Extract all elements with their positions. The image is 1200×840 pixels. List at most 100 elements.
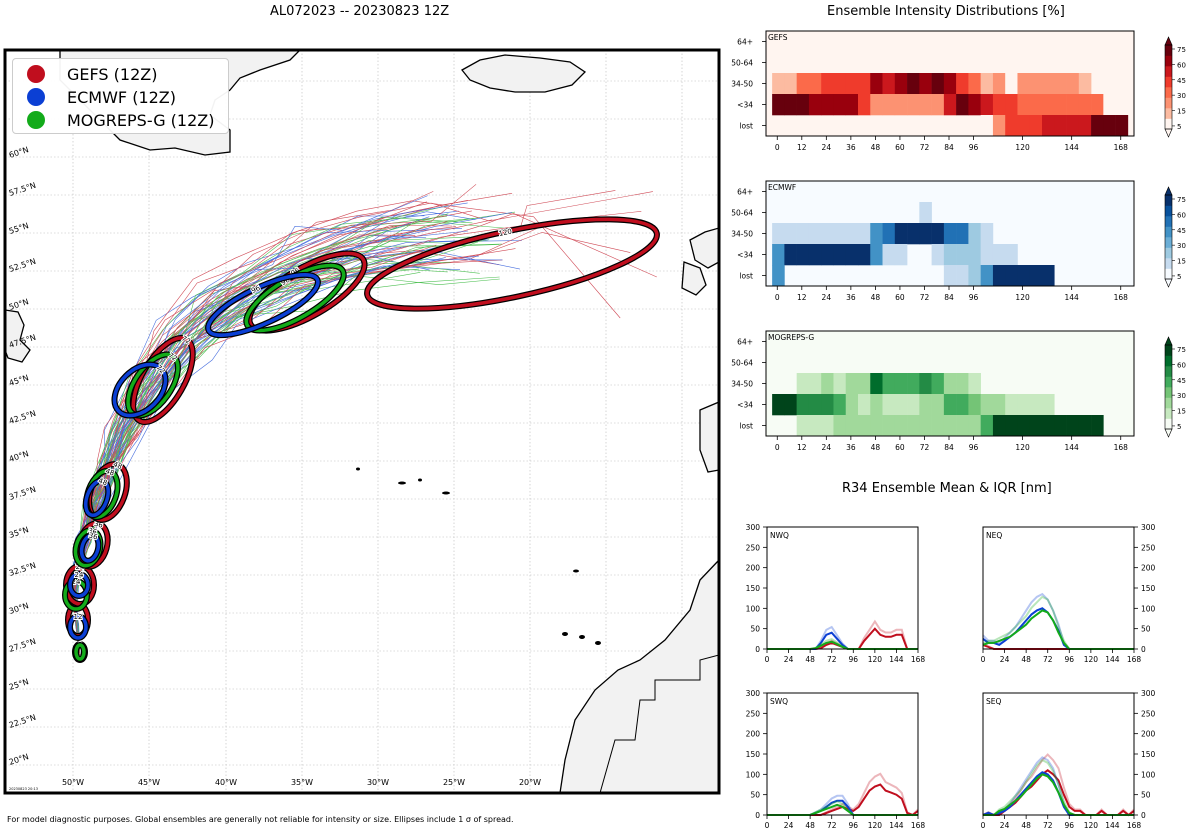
heatmap-cell	[1005, 265, 1018, 287]
r34-y-tick: 100	[1141, 604, 1156, 613]
heatmap-cell	[784, 73, 797, 95]
heatmap-cell	[833, 73, 847, 95]
r34-y-tick: 150	[1141, 750, 1156, 759]
colorbar: 75 60 45 30 15 5	[1164, 186, 1186, 288]
heatmap-cell	[919, 394, 932, 416]
r34-iqr-line	[767, 800, 918, 816]
heatmap-cell	[796, 415, 810, 437]
r34-y-tick: 50	[1141, 791, 1151, 800]
madeira-island	[573, 569, 579, 573]
heatmap-cell	[1005, 394, 1018, 416]
heatmap-cell	[894, 223, 908, 245]
colorbar-frame	[1164, 194, 1173, 280]
heatmap-cell	[858, 94, 871, 116]
heatmap-cell	[1029, 415, 1043, 437]
r34-mean-line	[767, 803, 918, 816]
heatmap-cell	[833, 394, 847, 416]
heatmap-cell	[1066, 73, 1080, 95]
heatmap-frame	[765, 180, 1135, 287]
r34-y-tick: 200	[1141, 730, 1156, 739]
heatmap-cell	[956, 244, 969, 266]
heatmap-cell	[833, 94, 847, 116]
heatmap-row-label: 50-64	[731, 359, 753, 368]
heatmap-cell	[907, 415, 920, 437]
heatmap-x-tick: 0	[775, 293, 780, 302]
heatmap-cell	[784, 94, 797, 116]
heatmap-cell	[943, 373, 957, 395]
heatmap-cell	[968, 244, 981, 266]
iberia	[699, 401, 719, 473]
heatmap-cell	[907, 73, 920, 95]
heatmap-cell	[1054, 115, 1067, 137]
r34-x-tick: 48	[805, 821, 815, 830]
legend-marker	[27, 111, 45, 129]
heatmap-cell	[796, 73, 810, 95]
heatmap-cell	[968, 94, 981, 116]
heatmap-cell	[821, 415, 834, 437]
colorbar-segment	[1165, 108, 1172, 119]
heatmap-cell	[1042, 415, 1055, 437]
heatmap-x-tick: 60	[895, 143, 905, 152]
heatmap-x-tick: 36	[846, 293, 856, 302]
longitude-labels: 50°W 45°W 40°W 35°W 30°W 25°W 20°W	[62, 778, 541, 787]
ellipse-hour-label: 12	[74, 613, 83, 621]
heatmap-cell	[821, 394, 834, 416]
colorbar-segment	[1165, 418, 1172, 430]
heatmap-cell	[808, 223, 822, 245]
lon-label: 40°W	[215, 778, 237, 787]
heatmap-row-label: 50-64	[731, 209, 753, 218]
heatmap-cell	[870, 244, 883, 266]
heatmap-x-tick: 84	[944, 143, 954, 152]
heatmap-cell	[894, 415, 908, 437]
heatmap-cell	[1091, 115, 1104, 137]
forecast-ellipse: 24	[67, 570, 91, 599]
heatmap-cell	[882, 73, 896, 95]
heatmap-row-label: 50-64	[731, 59, 753, 68]
heatmap-frame	[765, 330, 1135, 437]
azores-island	[418, 478, 422, 482]
r34-panel-name: NWQ	[770, 531, 789, 540]
heatmap-cell	[882, 373, 896, 395]
member-track	[74, 264, 480, 656]
heatmap-cell	[931, 223, 945, 245]
heatmap-cell	[992, 394, 1006, 416]
map-title: AL072023 -- 20230823 12Z	[270, 4, 450, 19]
r34-y-tick: 0	[1141, 645, 1146, 654]
r34-y-tick: 250	[1141, 709, 1156, 718]
colorbar-frame	[1164, 344, 1173, 430]
heatmap-cell	[1078, 94, 1092, 116]
heatmap-panel: 64+ 50-64 34-50 <34 lost ECMWF 0 12 24 36 48 60 72 84…	[731, 180, 1135, 302]
heatmap-cell	[1017, 73, 1031, 95]
colorbar-tick-label: 45	[1177, 377, 1186, 385]
r34-panel: SWQ 0 24 48 72 96 120 144 168 0 50 100 150 200 250 300	[746, 689, 926, 830]
colorbar-segment	[1165, 87, 1172, 98]
heatmap-x-tick: 84	[944, 293, 954, 302]
heatmap-cell	[845, 244, 859, 266]
heatmap-cell	[845, 73, 859, 95]
r34-x-tick: 24	[1000, 655, 1010, 664]
ellipse-hour-label: 24	[75, 571, 84, 579]
r34-x-tick: 120	[1084, 821, 1099, 830]
heatmap-cell	[1017, 394, 1031, 416]
heatmap-cell	[931, 244, 945, 266]
heatmap-cell	[870, 223, 883, 245]
heatmap-row-label: 34-50	[731, 230, 753, 239]
heatmap-x-tick: 120	[1015, 143, 1030, 152]
heatmap-cell	[858, 223, 871, 245]
r34-y-tick: 300	[1141, 689, 1156, 698]
r34-x-tick: 96	[849, 821, 859, 830]
ellipse-ring	[206, 273, 320, 337]
colorbar-max-arrow	[1164, 336, 1173, 346]
r34-frame	[982, 692, 1135, 816]
heatmap-cell	[1029, 73, 1043, 95]
heatmap-panel-name: ECMWF	[768, 183, 796, 192]
legend-marker	[27, 88, 45, 106]
heatmap-cell	[931, 73, 945, 95]
heatmap-cell	[882, 223, 896, 245]
heatmap-cell	[784, 394, 797, 416]
country-borders	[599, 654, 719, 793]
heatmap-cell	[894, 52, 908, 74]
colorbar-tick-label: 30	[1177, 242, 1186, 250]
lon-label: 50°W	[62, 778, 84, 787]
